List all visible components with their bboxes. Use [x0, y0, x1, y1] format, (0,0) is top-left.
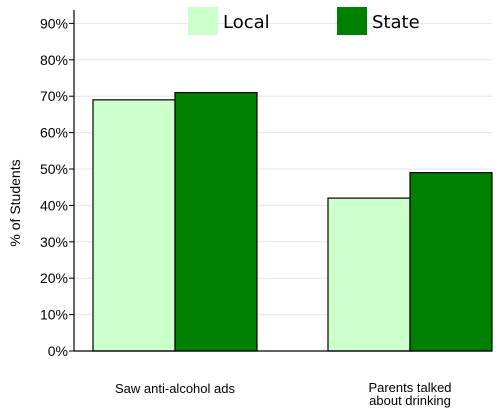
axes [73, 10, 492, 352]
y-tick-label: 60% [40, 125, 68, 141]
legend-swatch-state [337, 7, 367, 35]
bar-local-1 [327, 197, 411, 352]
y-tick-label: 20% [40, 270, 68, 286]
y-tick-label: 30% [40, 234, 68, 250]
y-tick-label: 70% [40, 88, 68, 104]
y-tick-label: 0% [48, 343, 68, 359]
x-category-label: Saw anti-alcohol ads [115, 381, 235, 396]
bar-local-0 [92, 99, 176, 352]
bar-state-1 [409, 172, 493, 352]
legend-label-state: State [372, 12, 420, 33]
bars [92, 91, 493, 352]
y-tick-label: 50% [40, 161, 68, 177]
x-category-label: about drinking [369, 393, 451, 408]
y-tick-label: 10% [40, 307, 68, 323]
y-tick-label: 80% [40, 52, 68, 68]
bar-state-0 [174, 91, 258, 352]
legend-swatch-local [188, 7, 218, 35]
y-tick-label: 90% [40, 15, 68, 31]
legend: Local State [188, 7, 420, 35]
x-category-labels: Saw anti-alcohol ads Parents talkedabout … [115, 380, 452, 408]
legend-label-local: Local [223, 12, 270, 33]
y-axis-title: % of Students [7, 159, 23, 246]
y-tick-label: 40% [40, 197, 68, 213]
x-category-label: Parents talked [368, 380, 451, 395]
y-ticks: 0% 10% 20% 30% 40% 50% 60% 70% 80% 90% [40, 15, 74, 359]
